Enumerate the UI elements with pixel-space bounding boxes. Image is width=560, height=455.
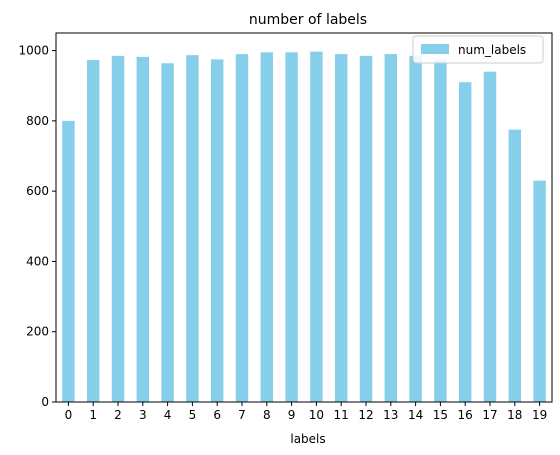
bar-13 — [384, 54, 397, 402]
y-tick-label-400: 400 — [26, 254, 49, 268]
bar-2 — [111, 55, 125, 402]
x-tick-label-5: 5 — [189, 408, 197, 422]
bar-0 — [62, 120, 75, 402]
bar-18 — [508, 129, 521, 402]
bar-12 — [359, 55, 373, 402]
bar-4 — [161, 63, 174, 402]
bar-1 — [87, 60, 100, 403]
bar-6 — [211, 59, 224, 402]
x-tick-label-2: 2 — [114, 408, 122, 422]
y-tick-label-1000: 1000 — [18, 44, 49, 58]
x-tick-label-4: 4 — [164, 408, 172, 422]
x-tick-label-8: 8 — [263, 408, 271, 422]
x-tick-label-1: 1 — [89, 408, 97, 422]
bar-16 — [459, 82, 472, 402]
chart-title: number of labels — [249, 12, 367, 28]
x-tick-label-6: 6 — [213, 408, 221, 422]
bar-17 — [483, 71, 497, 403]
legend: num_labels — [412, 35, 544, 64]
x-tick-label-11: 11 — [334, 408, 349, 422]
x-tick-label-15: 15 — [433, 408, 448, 422]
x-tick-label-3: 3 — [139, 408, 147, 422]
x-tick-label-16: 16 — [458, 408, 473, 422]
x-axis-title: labels — [290, 432, 325, 446]
legend-box — [412, 35, 544, 64]
x-tick-label-12: 12 — [358, 408, 373, 422]
bar-3 — [136, 56, 149, 402]
bar-7 — [235, 54, 249, 402]
y-tick-label-800: 800 — [26, 114, 49, 128]
bars-group — [62, 51, 546, 403]
y-axis: 0 200 400 600 800 1000 — [18, 44, 56, 409]
plot-frame — [55, 32, 553, 403]
y-tick-label-200: 200 — [26, 325, 49, 339]
x-tick-label-14: 14 — [408, 408, 423, 422]
x-tick-label-0: 0 — [65, 408, 73, 422]
bar-14 — [409, 55, 422, 402]
x-tick-label-18: 18 — [507, 408, 522, 422]
legend-label: num_labels — [458, 43, 526, 57]
bar-11 — [335, 54, 348, 402]
y-tick-label-0: 0 — [41, 395, 49, 409]
bar-5 — [186, 55, 199, 402]
x-tick-label-17: 17 — [482, 408, 497, 422]
y-tick-label-600: 600 — [26, 184, 49, 198]
legend-swatch — [421, 44, 449, 54]
bar-10 — [310, 51, 323, 403]
x-tick-label-10: 10 — [309, 408, 324, 422]
x-tick-label-9: 9 — [288, 408, 296, 422]
x-axis: 0 1 2 3 4 5 6 7 8 9 10 11 12 13 14 15 16 17 18 19 — [65, 402, 547, 422]
bar-15 — [434, 59, 447, 402]
bar-8 — [260, 52, 273, 402]
x-tick-label-19: 19 — [532, 408, 547, 422]
x-tick-label-13: 13 — [383, 408, 398, 422]
bar-9 — [285, 52, 298, 402]
x-tick-label-7: 7 — [238, 408, 246, 422]
bar-19 — [533, 180, 546, 402]
